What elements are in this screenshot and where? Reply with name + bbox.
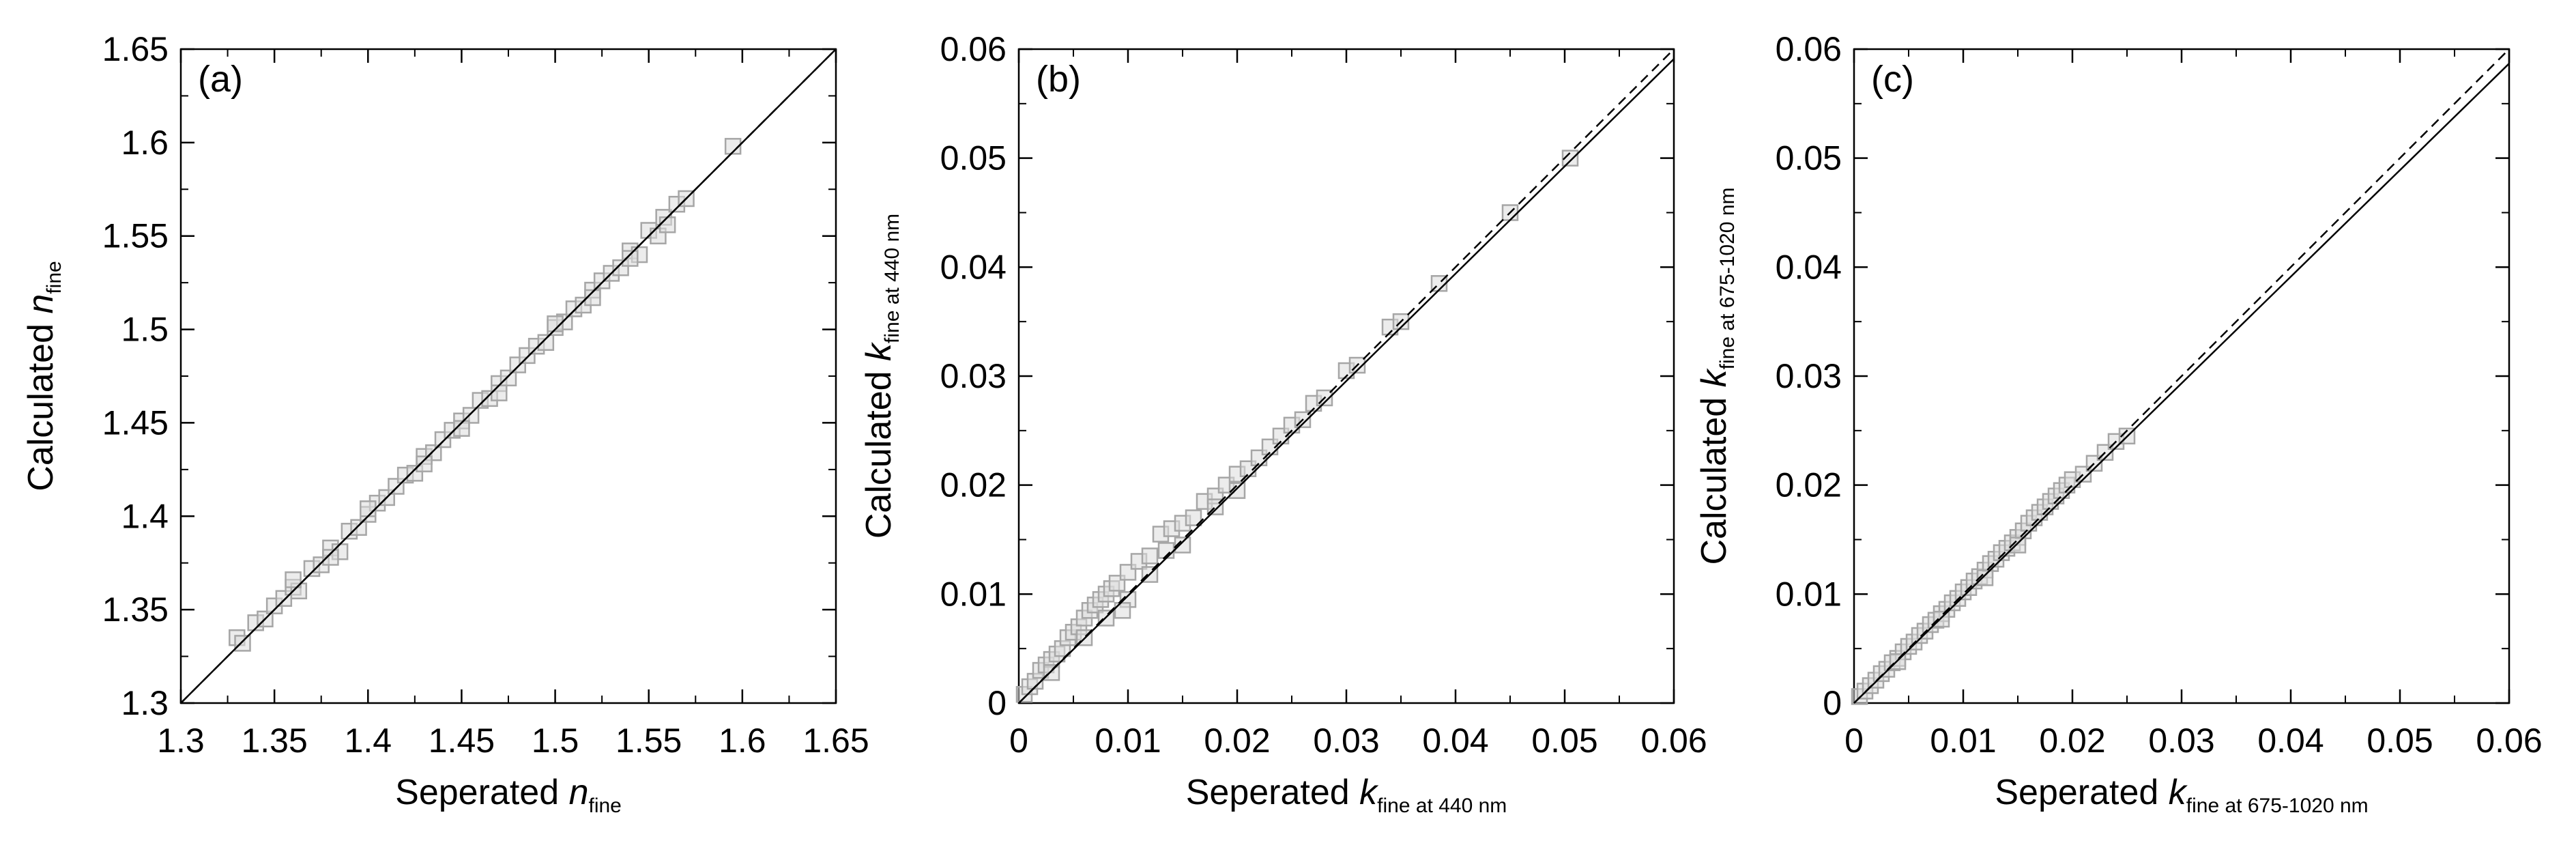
data-point: [1228, 482, 1246, 499]
panel-c: 00 0.01 0.01 0.02 0.02 0.03 0.03 0.04 0.04 0.05 0.…: [1694, 30, 2543, 817]
x-axis-label: Seperated kfine at 675-1020 nm: [1995, 773, 2368, 817]
data-point: [462, 407, 480, 424]
data-point: [622, 250, 639, 267]
y-axis-label: Calculated nfine: [21, 261, 66, 491]
panel-label: (c): [1871, 59, 1914, 100]
x-tick-label: 0.05: [1531, 721, 1597, 760]
y-tick-label: 1.45: [102, 403, 169, 442]
x-tick-label: 1.45: [429, 721, 495, 760]
data-point: [537, 334, 555, 351]
panel-a: 1.31.3 1.35 1.35 1.4 1.4 1.45 1.45 1.5 1.5 1.55 1.…: [21, 30, 869, 817]
y-tick-label: 0: [987, 684, 1007, 722]
x-tick-label: 0.04: [1422, 721, 1488, 760]
fit-line: [1018, 58, 1675, 704]
y-tick-label: 1.65: [102, 30, 169, 68]
data-point: [416, 455, 433, 472]
x-tick-label: 0: [1009, 721, 1028, 760]
data-point: [1933, 610, 1950, 628]
y-tick-label: 1.55: [102, 217, 169, 255]
data-point: [1114, 602, 1131, 619]
y-tick-label: 1.4: [121, 497, 169, 535]
x-tick-label: 0.06: [2476, 721, 2542, 760]
x-tick-label: 0.05: [2367, 721, 2433, 760]
panel-label: (a): [198, 59, 243, 100]
fit-line: [180, 48, 837, 704]
x-tick-label: 0.03: [2148, 721, 2214, 760]
y-tick-label: 0.06: [1776, 30, 1842, 68]
y-tick-label: 0.03: [940, 357, 1007, 395]
y-tick-label: 0.03: [1776, 357, 1842, 395]
y-tick-label: 1.35: [102, 590, 169, 629]
x-tick-label: 0: [1844, 721, 1864, 760]
x-tick-label: 0.01: [1930, 721, 1996, 760]
one-to-one-line: [1018, 48, 1675, 704]
data-point: [659, 216, 676, 233]
fit-line: [1853, 63, 2510, 704]
y-tick-label: 0.02: [940, 466, 1007, 504]
y-tick-label: 1.5: [121, 311, 169, 349]
y-axis-label: Calculated kfine at 675-1020 nm: [1694, 187, 1739, 565]
x-tick-label: 0.02: [1204, 721, 1270, 760]
x-tick-label: 0.03: [1313, 721, 1379, 760]
data-point: [453, 420, 470, 437]
data-point: [724, 138, 742, 155]
data-point: [1561, 149, 1579, 167]
y-tick-label: 0.06: [940, 30, 1007, 68]
data-point: [285, 571, 302, 588]
data-point: [1976, 569, 1994, 586]
x-tick-label: 1.35: [241, 721, 307, 760]
data-point: [360, 500, 377, 517]
y-tick-label: 0.05: [940, 139, 1007, 177]
x-tick-label: 0.02: [2039, 721, 2105, 760]
panel-label: (b): [1036, 59, 1081, 100]
data-point: [547, 315, 564, 332]
one-to-one-line: [1853, 48, 2510, 704]
panel-b: 00 0.01 0.01 0.02 0.02 0.03 0.03 0.04 0.04 0.05 0.…: [859, 30, 1707, 817]
y-tick-label: 1.6: [121, 124, 169, 162]
x-tick-label: 0.06: [1640, 721, 1707, 760]
y-tick-label: 0.01: [940, 575, 1007, 613]
y-tick-label: 0.02: [1776, 466, 1842, 504]
data-point: [1174, 537, 1191, 554]
data-point: [234, 635, 251, 652]
y-tick-label: 0.05: [1776, 139, 1842, 177]
data-point: [584, 289, 601, 306]
x-axis-label: Seperated kfine at 440 nm: [1186, 773, 1507, 817]
data-point: [350, 519, 367, 536]
data-point: [1185, 509, 1202, 526]
data-point: [500, 369, 517, 386]
y-tick-label: 0.01: [1776, 575, 1842, 613]
data-point: [322, 549, 339, 566]
y-tick-label: 0.04: [1776, 248, 1842, 286]
data-point: [491, 384, 508, 401]
y-axis-label: Calculated kfine at 440 nm: [859, 214, 903, 539]
data-point: [1043, 664, 1060, 681]
x-tick-label: 1.3: [157, 721, 205, 760]
x-tick-label: 0.01: [1095, 721, 1161, 760]
x-tick-label: 1.6: [719, 721, 766, 760]
x-tick-label: 1.5: [532, 721, 579, 760]
x-tick-label: 1.55: [616, 721, 682, 760]
y-tick-label: 0: [1823, 684, 1842, 722]
x-tick-label: 0.04: [2257, 721, 2324, 760]
data-point: [1141, 547, 1159, 565]
y-tick-label: 1.3: [121, 684, 169, 722]
data-point: [2009, 537, 2027, 554]
x-tick-label: 1.4: [345, 721, 392, 760]
x-tick-label: 1.65: [802, 721, 869, 760]
y-tick-label: 0.04: [940, 248, 1007, 286]
x-axis-label: Seperated nfine: [395, 773, 622, 817]
